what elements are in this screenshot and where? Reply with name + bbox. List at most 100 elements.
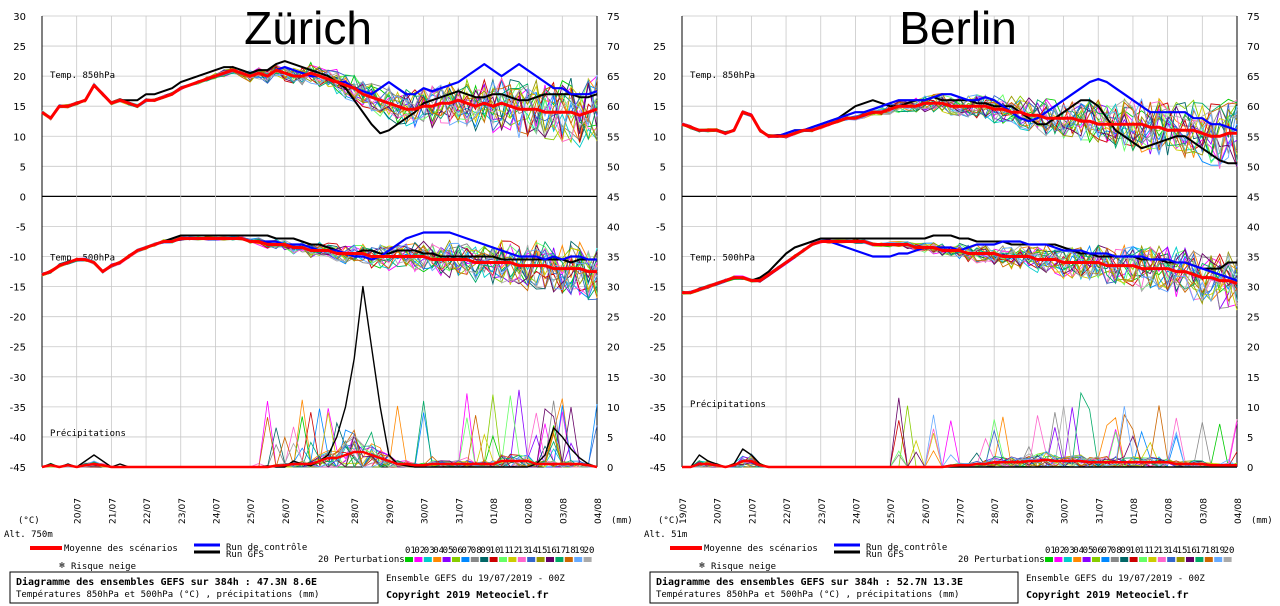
perturb-color-swatch <box>1223 557 1232 562</box>
right-tick-label: 25 <box>607 313 620 324</box>
right-tick-label: 70 <box>1247 42 1260 53</box>
left-tick-label: -45 <box>10 463 26 474</box>
perturb-color-swatch <box>527 557 536 562</box>
perturb-color-swatch <box>1167 557 1176 562</box>
perturb-number-label: 11 <box>1139 546 1150 556</box>
perturb-number-label: 04 <box>433 546 444 556</box>
footer-run-label: Ensemble GEFS du 19/07/2019 - 00Z <box>386 574 565 584</box>
perturb-color-swatch <box>508 557 517 562</box>
right-tick-label: 70 <box>607 42 620 53</box>
left-tick-label: 0 <box>20 192 26 203</box>
perturb-number-label: 03 <box>1064 546 1075 556</box>
right-unit-label: (mm) <box>1251 516 1273 526</box>
perturb-color-swatch <box>536 557 545 562</box>
perturb-color-swatch <box>442 557 451 562</box>
date-tick-label: 21/07 <box>748 498 758 524</box>
perturb-number-label: 12 <box>508 546 519 556</box>
perturb-number-label: 15 <box>537 546 548 556</box>
right-tick-label: 55 <box>607 132 620 143</box>
date-tick-label: 21/07 <box>108 498 118 524</box>
left-tick-label: 10 <box>653 132 666 143</box>
perturb-color-swatch <box>1120 557 1129 562</box>
left-tick-label: -40 <box>650 433 666 444</box>
t850-label: Temp. 850hPa <box>690 71 755 81</box>
perturb-color-swatch <box>1092 557 1100 562</box>
right-tick-label: 5 <box>607 433 613 444</box>
right-tick-label: 35 <box>607 253 620 264</box>
right-tick-label: 65 <box>607 72 620 83</box>
left-tick-label: 5 <box>20 162 26 173</box>
right-tick-label: 75 <box>607 12 620 23</box>
perturb-number-label: 09 <box>1120 546 1131 556</box>
t850-mean-line <box>41 68 598 120</box>
t850-mean-line <box>681 101 1237 138</box>
perturb-color-swatch <box>564 557 573 562</box>
perturb-color-swatch <box>405 557 413 562</box>
perturb-number-label: 15 <box>1177 546 1188 556</box>
perturb-number-label: 19 <box>574 546 585 556</box>
city-title: Zürich <box>244 2 372 54</box>
date-tick-label: 23/07 <box>818 498 828 524</box>
date-tick-label: 31/07 <box>1095 498 1105 524</box>
left-tick-label: -5 <box>656 222 666 233</box>
perturb-color-swatch <box>452 557 460 562</box>
perturb-color-swatch <box>423 557 432 562</box>
perturb-color-swatch <box>461 557 470 562</box>
right-tick-label: 45 <box>1247 192 1260 203</box>
perturb-number-label: 14 <box>527 546 538 556</box>
date-tick-label: 23/07 <box>178 498 188 524</box>
date-tick-label: 30/07 <box>1061 498 1071 524</box>
perturb-color-swatch <box>480 557 489 562</box>
perturb-color-swatch <box>1157 557 1166 562</box>
left-tick-label: 25 <box>653 42 666 53</box>
right-tick-label: 50 <box>1247 162 1260 173</box>
perturb-color-swatch <box>1129 557 1138 562</box>
perturb-number-label: 14 <box>1167 546 1178 556</box>
t850-label: Temp. 850hPa <box>50 71 115 81</box>
perturb-number-label: 10 <box>490 546 501 556</box>
right-tick-label: 60 <box>607 102 620 113</box>
perturb-number-label: 20 <box>1224 546 1235 556</box>
left-tick-label: -25 <box>10 343 26 354</box>
date-tick-label: 30/07 <box>421 498 431 524</box>
right-tick-label: 40 <box>1247 222 1260 233</box>
right-tick-label: 10 <box>1247 403 1260 414</box>
right-tick-label: 30 <box>1247 283 1260 294</box>
perturb-color-swatch <box>555 557 564 562</box>
right-tick-label: 65 <box>1247 72 1260 83</box>
left-tick-label: 25 <box>13 42 26 53</box>
precip-mean-line <box>41 450 598 469</box>
right-tick-label: 60 <box>1247 102 1260 113</box>
perturb-color-swatch <box>1139 557 1147 562</box>
perturb-color-swatch <box>470 557 479 562</box>
footer-run-label: Ensemble GEFS du 19/07/2019 - 00Z <box>1026 574 1205 584</box>
perturb-number-label: 18 <box>1205 546 1216 556</box>
date-tick-label: 24/07 <box>212 498 222 524</box>
left-tick-label: -45 <box>650 463 666 474</box>
t500-gfs-line <box>682 234 1237 294</box>
perturb-number-label: 09 <box>480 546 491 556</box>
date-tick-label: 19/07 <box>679 498 689 524</box>
date-tick-label: 02/08 <box>1165 498 1175 524</box>
right-tick-label: 20 <box>1247 343 1260 354</box>
legend-mean-label: Moyenne des scénarios <box>704 543 818 554</box>
perturb-number-label: 01 <box>1045 546 1056 556</box>
left-tick-label: -15 <box>10 283 26 294</box>
left-tick-label: -5 <box>16 222 26 233</box>
footer-title: Diagramme des ensembles GEFS sur 384h : … <box>656 576 963 588</box>
perturb-color-swatch <box>414 557 423 562</box>
legend-gfs-label: Run GFS <box>866 550 904 560</box>
date-tick-label: 04/08 <box>1234 498 1244 524</box>
perturb-number-label: 16 <box>546 546 557 556</box>
perturb-color-swatch <box>1195 557 1204 562</box>
perturb-color-swatch <box>1045 557 1053 562</box>
date-tick-label: 03/08 <box>559 498 569 524</box>
perturb-color-swatch <box>583 557 592 562</box>
left-tick-label: -20 <box>650 313 666 324</box>
perturb-color-swatch <box>1110 557 1119 562</box>
date-tick-label: 28/07 <box>351 498 361 524</box>
right-tick-label: 75 <box>1247 12 1260 23</box>
perturb-number-label: 01 <box>405 546 416 556</box>
